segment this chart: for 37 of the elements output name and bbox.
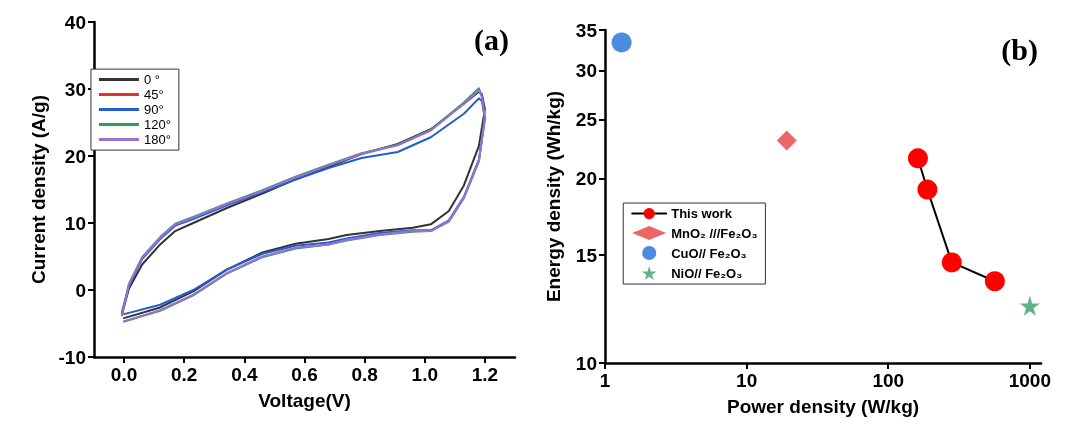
x-tick-label: 10 [736, 370, 758, 391]
y-axis-title: Current density (A/g) [27, 95, 49, 284]
y-tick-label: 20 [64, 145, 86, 167]
legend-label: NiO// Fe₂O₃ [671, 265, 743, 281]
annotation: (a) [474, 22, 509, 57]
legend-label: 120° [143, 117, 171, 133]
x-tick-label: 0.2 [171, 364, 198, 385]
legend-label: 45° [143, 87, 164, 103]
y-tick-label: 25 [575, 108, 598, 130]
x-tick-label: 100 [872, 370, 905, 391]
y-tick-label: -10 [58, 346, 86, 368]
y-tick-label: 0 [75, 279, 86, 301]
annotation: (b) [1001, 32, 1039, 67]
y-tick-label: 35 [575, 19, 598, 41]
x-tick-label: 0.6 [291, 364, 318, 385]
x-tick-label: 1.2 [471, 364, 499, 385]
legend-label: This work [671, 206, 733, 222]
y-tick-label: 30 [64, 78, 86, 100]
legend-label: 0 ° [143, 72, 160, 88]
legend-label: 180° [143, 132, 171, 148]
x-tick-label: 1.0 [411, 364, 438, 385]
x-tick-label: 0.0 [110, 364, 138, 385]
x-tick-label: 1 [599, 370, 611, 391]
legend-label: MnO₂ ///Fe₂O₃ [671, 225, 758, 241]
x-axis-title: Power density (W/kg) [726, 396, 920, 417]
y-tick-label: 20 [575, 168, 597, 190]
y-tick-label: 30 [575, 60, 597, 82]
x-tick-label: 1000 [1008, 370, 1052, 391]
x-tick-label: 0.4 [231, 364, 258, 385]
y-tick-label: 15 [575, 244, 598, 266]
x-axis-title: Voltage(V) [258, 390, 351, 411]
y-tick-label: 10 [64, 212, 86, 234]
y-tick-label: 40 [64, 11, 86, 33]
legend-label: CuO// Fe₂O₃ [671, 245, 747, 261]
legend-label: 90° [143, 102, 164, 118]
x-tick-label: 0.8 [351, 364, 378, 385]
y-axis-title: Energy density (Wh/kg) [543, 90, 564, 303]
